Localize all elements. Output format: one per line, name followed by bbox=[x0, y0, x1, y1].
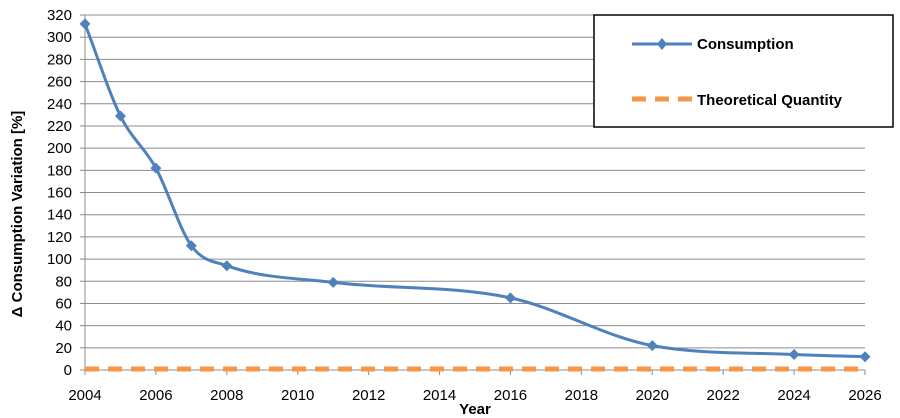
data-point-consumption bbox=[788, 348, 800, 360]
y-tick-label: 100 bbox=[47, 251, 72, 268]
y-tick-label: 240 bbox=[47, 96, 72, 113]
x-tick-label: 2020 bbox=[636, 387, 669, 404]
y-tick-label: 180 bbox=[47, 162, 72, 179]
x-tick-label: 2010 bbox=[281, 387, 314, 404]
y-tick-label: 320 bbox=[47, 7, 72, 24]
x-tick-label: 2014 bbox=[423, 387, 456, 404]
data-point-consumption bbox=[859, 351, 871, 363]
data-point-consumption bbox=[504, 292, 516, 304]
x-tick-label: 2006 bbox=[139, 387, 172, 404]
x-tick-label: 2012 bbox=[352, 387, 385, 404]
x-tick-label: 2022 bbox=[706, 387, 739, 404]
x-tick-label: 2018 bbox=[565, 387, 598, 404]
y-tick-label: 260 bbox=[47, 74, 72, 91]
legend-marker-consumption bbox=[657, 38, 667, 50]
y-tick-label: 120 bbox=[47, 229, 72, 246]
legend-label-consumption: Consumption bbox=[697, 36, 794, 53]
y-tick-label: 60 bbox=[55, 295, 72, 312]
data-point-consumption bbox=[646, 340, 658, 352]
y-tick-label: 80 bbox=[55, 273, 72, 290]
y-tick-label: 200 bbox=[47, 140, 72, 157]
legend-box bbox=[593, 14, 894, 128]
y-tick-label: 140 bbox=[47, 207, 72, 224]
x-tick-label: 2026 bbox=[848, 387, 881, 404]
data-point-consumption bbox=[185, 240, 197, 252]
plot-area bbox=[79, 18, 871, 372]
data-point-consumption bbox=[150, 162, 162, 174]
legend-label-theoretical: Theoretical Quantity bbox=[697, 92, 843, 109]
y-tick-label: 0 bbox=[64, 362, 72, 379]
x-tick-label: 2008 bbox=[210, 387, 243, 404]
data-point-consumption bbox=[114, 110, 126, 122]
x-tick-label: 2016 bbox=[494, 387, 527, 404]
data-point-consumption bbox=[327, 276, 339, 288]
data-point-consumption bbox=[221, 260, 233, 272]
y-tick-label: 20 bbox=[55, 340, 72, 357]
y-tick-label: 280 bbox=[47, 51, 72, 68]
y-tick-label: 300 bbox=[47, 29, 72, 46]
x-axis-title: Year bbox=[459, 401, 491, 418]
y-tick-label: 160 bbox=[47, 185, 72, 202]
y-axis-title: Δ Consumption Variation [%] bbox=[9, 111, 26, 318]
y-tick-label: 40 bbox=[55, 318, 72, 335]
x-tick-label: 2024 bbox=[777, 387, 810, 404]
x-axis-ticks: 2004 2006 2008 2010 2012 2014 2016 2018 2020 2022… bbox=[68, 370, 882, 404]
legend: Consumption Theoretical Quantity bbox=[593, 14, 894, 128]
y-axis-ticks: 0 20 40 60 80 100 120 140 160 180 200 220 240 260 280 3… bbox=[47, 7, 85, 379]
data-point-consumption bbox=[79, 18, 91, 30]
x-tick-label: 2004 bbox=[68, 387, 101, 404]
y-tick-label: 220 bbox=[47, 118, 72, 135]
